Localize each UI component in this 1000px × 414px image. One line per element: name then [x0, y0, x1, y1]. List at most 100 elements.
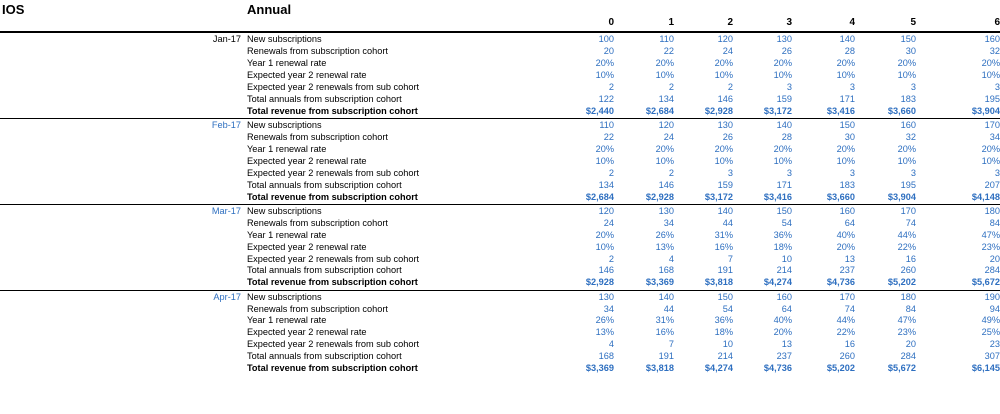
table-cell[interactable]: $5,202 [826, 363, 855, 374]
table-cell[interactable]: 191 [717, 265, 733, 276]
table-cell[interactable]: 170 [900, 205, 916, 216]
table-cell[interactable]: 170 [839, 291, 855, 302]
table-cell[interactable]: 23 [989, 339, 1000, 350]
table-cell[interactable]: 10% [836, 69, 855, 80]
row-label[interactable]: New subscriptions [247, 205, 322, 216]
row-label[interactable]: Renewals from subscription cohort [247, 131, 388, 142]
table-cell[interactable]: 195 [900, 179, 916, 190]
table-cell[interactable]: 140 [839, 34, 855, 44]
table-cell[interactable]: 2 [727, 81, 733, 92]
table-cell[interactable]: 171 [776, 179, 792, 190]
column-header-0[interactable]: 0 [608, 17, 614, 28]
table-cell[interactable]: 94 [989, 303, 1000, 314]
table-cell[interactable]: 10 [722, 339, 733, 350]
table-cell[interactable]: 4 [668, 253, 674, 264]
table-cell[interactable]: 150 [839, 119, 855, 130]
row-label[interactable]: Total revenue from subscription cohort [247, 277, 418, 288]
table-cell[interactable]: 237 [839, 265, 855, 276]
table-cell[interactable]: 16 [905, 253, 916, 264]
table-cell[interactable]: 260 [839, 351, 855, 362]
table-cell[interactable]: 26 [722, 131, 733, 142]
table-cell[interactable]: 13% [655, 241, 674, 252]
table-cell[interactable]: 140 [717, 205, 733, 216]
table-cell[interactable]: 64 [844, 217, 855, 228]
table-cell[interactable]: 134 [598, 179, 614, 190]
row-label[interactable]: Total revenue from subscription cohort [247, 363, 418, 374]
row-label[interactable]: Expected year 2 renewal rate [247, 155, 367, 166]
table-cell[interactable]: 18% [714, 327, 733, 338]
table-cell[interactable]: $2,440 [585, 105, 614, 116]
table-cell[interactable]: $2,928 [645, 191, 674, 202]
column-header-2[interactable]: 2 [727, 17, 733, 28]
table-cell[interactable]: 24 [663, 131, 674, 142]
table-cell[interactable]: 24 [722, 46, 733, 56]
table-cell[interactable]: 180 [984, 205, 1000, 216]
table-cell[interactable]: 159 [717, 179, 733, 190]
table-cell[interactable]: 10% [981, 69, 1000, 80]
table-cell[interactable]: 2 [608, 167, 614, 178]
table-cell[interactable]: 160 [984, 34, 1000, 44]
row-label[interactable]: New subscriptions [247, 119, 322, 130]
row-label[interactable]: Expected year 2 renewal rate [247, 69, 367, 80]
table-cell[interactable]: $4,736 [763, 363, 792, 374]
table-cell[interactable]: 16% [714, 241, 733, 252]
table-cell[interactable]: 20% [897, 143, 916, 154]
table-cell[interactable]: 120 [658, 119, 674, 130]
table-cell[interactable]: 44 [722, 217, 733, 228]
table-cell[interactable]: 10% [595, 241, 614, 252]
table-cell[interactable]: $3,660 [826, 191, 855, 202]
table-cell[interactable]: 40% [836, 229, 855, 240]
table-cell[interactable]: 22% [836, 327, 855, 338]
table-cell[interactable]: 130 [658, 205, 674, 216]
table-cell[interactable]: 20% [595, 143, 614, 154]
table-cell[interactable]: 10% [655, 69, 674, 80]
table-cell[interactable]: 20% [773, 327, 792, 338]
table-cell[interactable]: 28 [844, 46, 855, 56]
table-cell[interactable]: 20% [595, 57, 614, 68]
table-cell[interactable]: 16 [844, 339, 855, 350]
table-cell[interactable]: 20% [655, 57, 674, 68]
row-label[interactable]: Renewals from subscription cohort [247, 46, 388, 56]
row-label[interactable]: Year 1 renewal rate [247, 57, 327, 68]
table-cell[interactable]: 214 [776, 265, 792, 276]
table-cell[interactable]: 30 [905, 46, 916, 56]
sheet-title[interactable]: IOS [2, 2, 25, 17]
table-cell[interactable]: 10% [655, 155, 674, 166]
table-cell[interactable]: 3 [849, 81, 855, 92]
row-label[interactable]: Expected year 2 renewals from sub cohort [247, 253, 420, 264]
table-cell[interactable]: $4,274 [763, 277, 792, 288]
table-cell[interactable]: 2 [608, 253, 614, 264]
table-cell[interactable]: 3 [849, 167, 855, 178]
table-cell[interactable]: 146 [717, 93, 733, 104]
table-cell[interactable]: 3 [910, 167, 916, 178]
table-cell[interactable]: 146 [598, 265, 614, 276]
table-cell[interactable]: 307 [984, 351, 1000, 362]
cohort-month[interactable]: Mar-17 [211, 205, 241, 216]
table-cell[interactable]: $3,416 [763, 191, 792, 202]
table-cell[interactable]: 23% [981, 241, 1000, 252]
table-cell[interactable]: $4,148 [971, 191, 1000, 202]
row-label[interactable]: Renewals from subscription cohort [247, 217, 388, 228]
table-cell[interactable]: 100 [598, 34, 614, 44]
table-cell[interactable]: 47% [897, 315, 916, 326]
table-cell[interactable]: 84 [989, 217, 1000, 228]
row-label[interactable]: New subscriptions [247, 34, 322, 44]
table-cell[interactable]: 183 [900, 93, 916, 104]
table-cell[interactable]: 159 [776, 93, 792, 104]
table-cell[interactable]: 18% [773, 241, 792, 252]
table-cell[interactable]: 160 [839, 205, 855, 216]
table-cell[interactable]: $3,818 [645, 363, 674, 374]
table-cell[interactable]: 54 [722, 303, 733, 314]
table-cell[interactable]: 20% [981, 57, 1000, 68]
table-cell[interactable]: 13 [781, 339, 792, 350]
row-label[interactable]: Renewals from subscription cohort [247, 303, 388, 314]
table-cell[interactable]: 3 [727, 167, 733, 178]
table-cell[interactable]: 2 [668, 167, 674, 178]
table-cell[interactable]: 150 [776, 205, 792, 216]
table-cell[interactable]: 260 [900, 265, 916, 276]
table-cell[interactable]: 122 [598, 93, 614, 104]
table-cell[interactable]: 20 [905, 339, 916, 350]
table-cell[interactable]: 20% [714, 143, 733, 154]
table-cell[interactable]: 120 [598, 205, 614, 216]
table-cell[interactable]: 31% [714, 229, 733, 240]
